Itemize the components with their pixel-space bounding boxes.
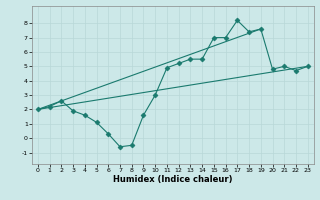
X-axis label: Humidex (Indice chaleur): Humidex (Indice chaleur): [113, 175, 233, 184]
